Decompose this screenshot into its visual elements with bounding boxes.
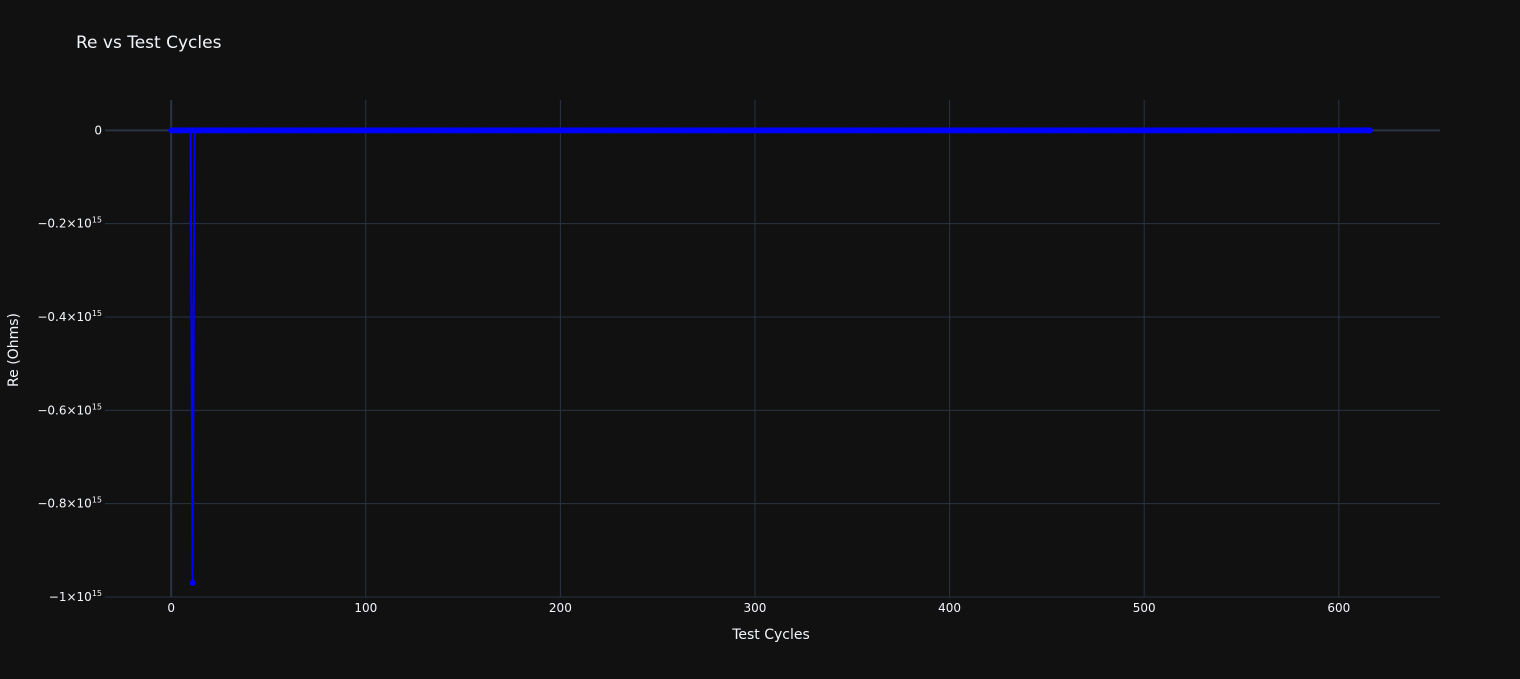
x-tick-label: 100 (354, 601, 377, 615)
series-line (171, 129, 1370, 584)
x-tick-label: 200 (549, 601, 572, 615)
series-marker[interactable] (1366, 127, 1373, 134)
y-tick-label: −0.6×1015 (37, 402, 102, 417)
y-tick-labels: 0 −0.2×1015 −0.4×1015 −0.6×1015 −0.8×1015 −1×… (37, 123, 102, 604)
x-axis-label: Test Cycles (731, 627, 810, 643)
y-axis-label: Re (Ohms) (6, 313, 22, 387)
chart-title: Re vs Test Cycles (76, 33, 222, 53)
x-tick-label: 0 (167, 601, 175, 615)
x-tick-labels: 0 100 200 300 400 500 600 (167, 601, 1350, 615)
zero-lines (105, 100, 1440, 597)
x-tick-label: 400 (938, 601, 961, 615)
x-tick-label: 600 (1327, 601, 1350, 615)
y-tick-exponent: 15 (92, 589, 102, 598)
y-tick-exponent: 15 (92, 496, 102, 505)
series-layer (168, 127, 1373, 586)
y-tick-exponent: 15 (92, 216, 102, 225)
y-tick-label: −0.2×1015 (37, 216, 102, 231)
x-tick-label: 300 (744, 601, 767, 615)
grid-layer (105, 100, 1440, 598)
series-marker[interactable] (189, 580, 196, 586)
y-tick-exponent: 15 (92, 402, 102, 411)
y-tick-label: −0.4×1015 (37, 309, 102, 324)
y-tick-label: −1×1015 (49, 589, 102, 604)
y-tick-label: −0.8×1015 (37, 496, 102, 511)
y-tick-exponent: 15 (92, 309, 102, 318)
x-tick-label: 500 (1133, 601, 1156, 615)
y-tick-label: 0 (94, 123, 102, 137)
